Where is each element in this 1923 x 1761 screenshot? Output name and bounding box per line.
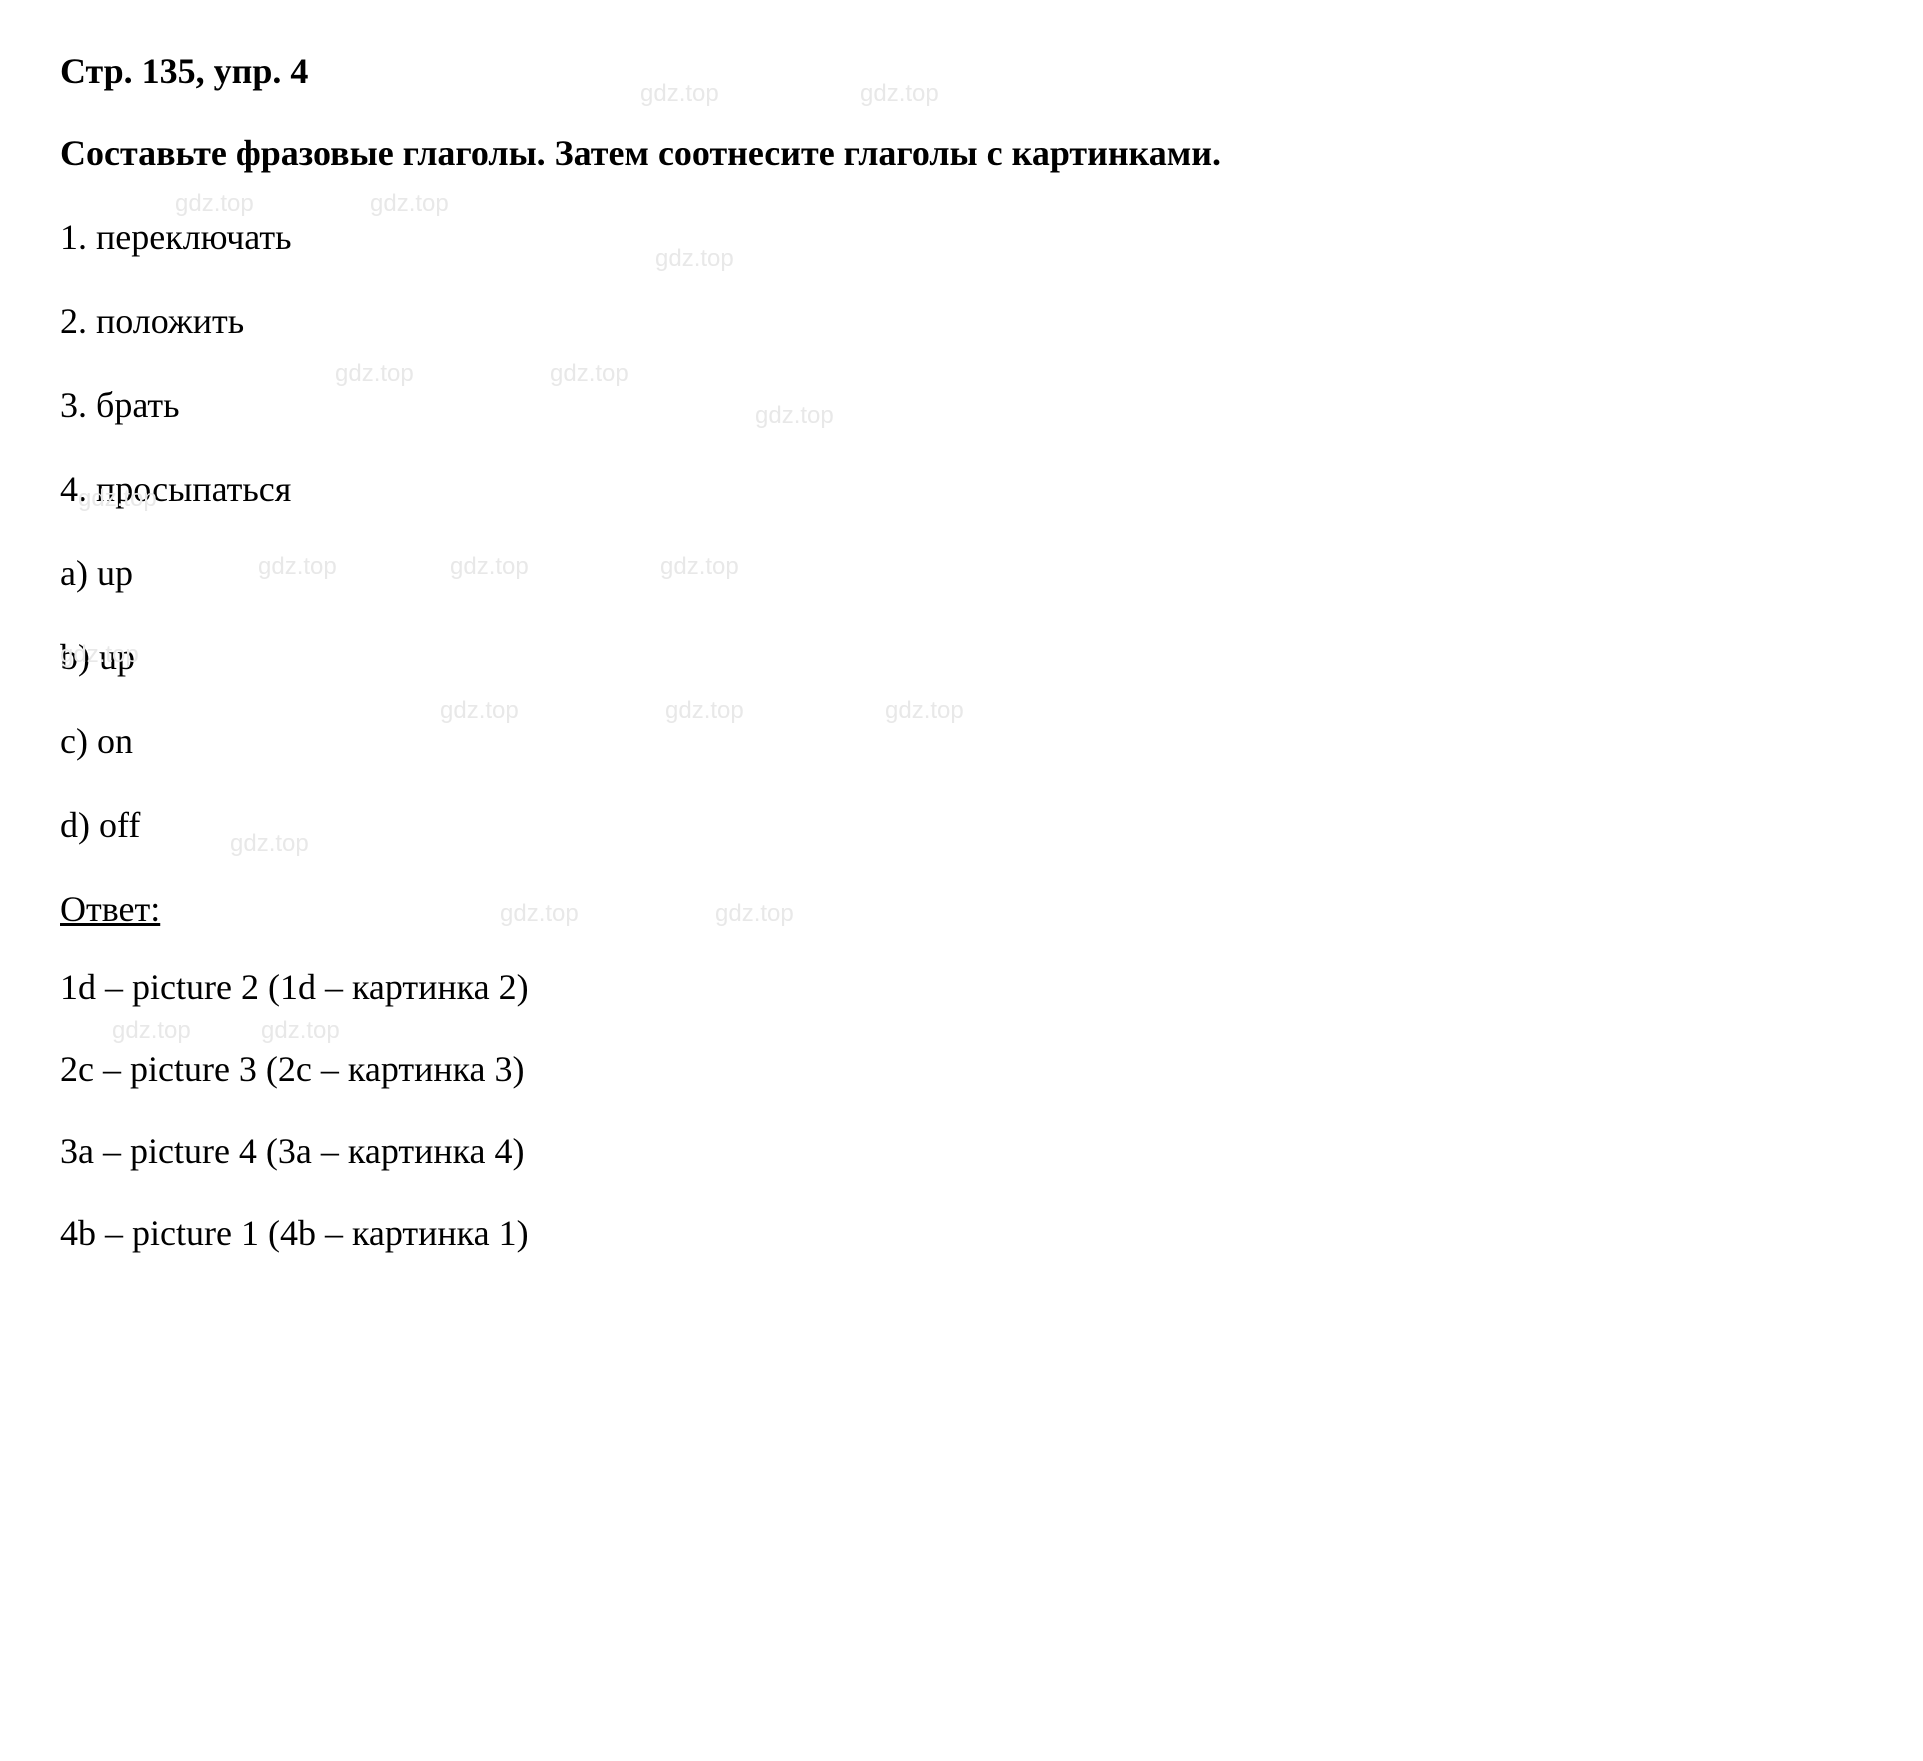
exercise-instruction: Составьте фразовые глаголы. Затем соотне… [60,132,1863,174]
watermark-text: gdz.top [112,1017,191,1045]
option-item: b) up [60,636,1863,678]
watermark-text: gdz.top [175,190,254,218]
option-item: c) on [60,720,1863,762]
verb-item: 3. брать [60,384,1863,426]
verb-item: 2. положить [60,300,1863,342]
answer-item: 2c – picture 3 (2c – картинка 3) [60,1048,1863,1090]
watermark-text: gdz.top [261,1017,340,1045]
answer-item: 1d – picture 2 (1d – картинка 2) [60,966,1863,1008]
page-heading: Стр. 135, упр. 4 [60,50,1863,92]
option-item: d) off [60,804,1863,846]
verb-item: 4. просыпаться [60,468,1863,510]
option-item: a) up [60,552,1863,594]
watermark-text: gdz.top [370,190,449,218]
answer-item: 3a – picture 4 (3a – картинка 4) [60,1130,1863,1172]
verb-item: 1. переключать [60,216,1863,258]
answer-item: 4b – picture 1 (4b – картинка 1) [60,1212,1863,1254]
answer-section-label: Ответ: [60,888,1863,930]
